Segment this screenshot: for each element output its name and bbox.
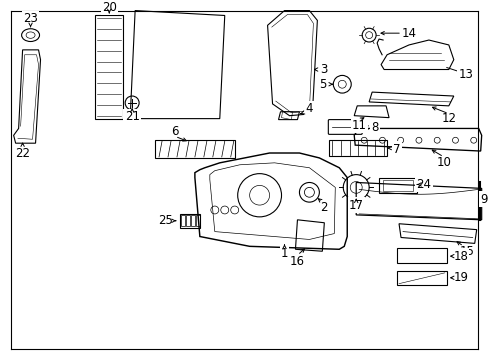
- Text: 7: 7: [392, 143, 400, 156]
- Text: 1: 1: [280, 247, 287, 260]
- Text: 17: 17: [348, 199, 363, 212]
- Text: 21: 21: [124, 110, 140, 123]
- Text: 16: 16: [289, 255, 305, 267]
- Text: 20: 20: [102, 1, 117, 14]
- Text: 13: 13: [457, 68, 472, 81]
- Text: 25: 25: [158, 214, 173, 227]
- Text: 9: 9: [479, 193, 487, 206]
- Text: 12: 12: [440, 112, 455, 125]
- Text: 22: 22: [15, 147, 30, 159]
- Text: 6: 6: [171, 125, 178, 138]
- Text: 14: 14: [401, 27, 416, 40]
- Text: 8: 8: [371, 121, 378, 134]
- Text: 18: 18: [452, 249, 467, 263]
- Text: 19: 19: [452, 271, 468, 284]
- Text: 10: 10: [435, 156, 450, 169]
- Text: 24: 24: [416, 178, 430, 191]
- Text: 15: 15: [458, 245, 473, 258]
- Text: 4: 4: [305, 102, 312, 115]
- Text: 11: 11: [351, 119, 366, 132]
- Text: 3: 3: [320, 63, 327, 76]
- Text: 5: 5: [318, 78, 325, 91]
- Text: 23: 23: [23, 12, 38, 25]
- Text: 2: 2: [320, 201, 327, 213]
